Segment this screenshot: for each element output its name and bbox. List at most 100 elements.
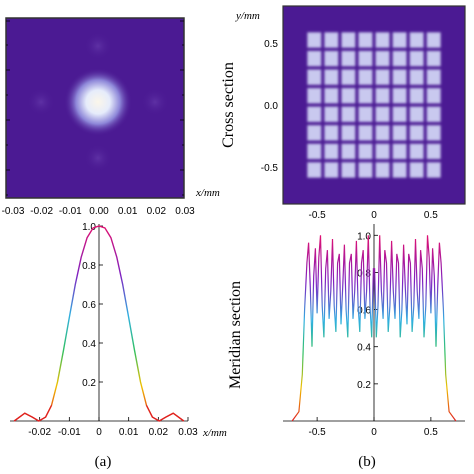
heatmap-b-cell — [358, 162, 373, 178]
heatmap-b-cell — [392, 106, 407, 122]
y-tick-label: 1.0 — [82, 222, 96, 233]
line-b-axes: -0.5 0 0.51.00.80.60.40.2 — [283, 224, 465, 438]
heatmap-b-cell — [409, 143, 424, 160]
heatmap-a-xtick: -0.02 — [30, 206, 53, 217]
heatmap-b-cell — [307, 162, 322, 178]
caption-b: (b) — [358, 454, 376, 470]
heatmap-a-xtick: 0.01 — [118, 206, 138, 217]
x-tick-label: -0.01 — [58, 427, 81, 438]
x-tick-label: -0.5 — [309, 427, 327, 438]
heatmap-b-cell — [341, 88, 356, 104]
heatmap-b-cell — [324, 125, 339, 141]
heatmap-b-cell — [358, 125, 373, 141]
heatmap-b-cell — [375, 162, 390, 178]
heatmap-b-cell — [341, 69, 356, 85]
panel-a-meridian: -0.02 -0.01 0 0.01 0.02 0.03 1.0 0.8 0.6 0.4 0.2 x… — [10, 222, 227, 439]
heatmap-b-cell — [341, 32, 356, 48]
y-tick-label: 0.4 — [82, 339, 96, 350]
panel-b-meridian: -0.5 0 0.51.00.80.60.40.2 Meridian section — [227, 224, 465, 438]
heatmap-b-cell — [324, 88, 339, 104]
panel-a-cross: x/mm -0.03 -0.02 -0.01 0.00 0.01 0.02 0.03 — [2, 17, 220, 217]
heatmap-b-cell — [324, 69, 339, 85]
heatmap-b-ytick: 0.5 — [264, 39, 278, 50]
heatmap-b-cell — [392, 69, 407, 85]
x-tick-label: 0.02 — [149, 427, 169, 438]
heatmap-b-cell — [409, 106, 424, 122]
heatmap-b-cell — [426, 50, 441, 67]
heatmap-b-cell — [341, 106, 356, 122]
y-tick-label: 0.2 — [357, 380, 371, 391]
heatmap-b-cell — [426, 162, 441, 178]
heatmap-a-xtick: 0.02 — [147, 206, 167, 217]
panel-b-cross: y/mm -0.5 0 0.5 0.5 0.0 -0.5 Cross section — [220, 5, 466, 221]
heatmap-b-cell — [358, 50, 373, 67]
heatmap-b-cell — [307, 50, 322, 67]
heatmap-a-side-left — [27, 88, 55, 116]
heatmap-b-xtick: -0.5 — [309, 210, 327, 221]
heatmap-a-side-bottom — [84, 144, 112, 172]
heatmap-b-cell — [426, 88, 441, 104]
heatmap-b-ytick: 0.0 — [264, 101, 278, 112]
heatmap-b-cell — [324, 50, 339, 67]
heatmap-a-side-top — [84, 32, 112, 60]
heatmap-b-cell — [358, 32, 373, 48]
heatmap-b-cell — [426, 143, 441, 160]
heatmap-b-cell — [409, 32, 424, 48]
heatmap-b-cell — [375, 69, 390, 85]
heatmap-b-cell — [409, 125, 424, 141]
y-tick-label: 0.8 — [82, 261, 96, 272]
x-tick-label: 0.5 — [424, 427, 438, 438]
heatmap-b-cell — [426, 125, 441, 141]
heatmap-a-ticks — [6, 20, 184, 196]
heatmap-a-xtick: 0.00 — [89, 206, 109, 217]
heatmap-b-cell — [392, 162, 407, 178]
y-tick-label: 0.2 — [82, 378, 96, 389]
heatmap-a-tick-labels: -0.03 -0.02 -0.01 0.00 0.01 0.02 0.03 — [2, 206, 196, 217]
line-b-curve — [291, 235, 457, 422]
heatmap-b-cell — [426, 69, 441, 85]
y-tick-label: 0.4 — [357, 343, 371, 354]
side-label-meridian-section: Meridian section — [227, 281, 244, 389]
x-tick-label: 0 — [371, 427, 377, 438]
heatmap-b-cell — [358, 143, 373, 160]
x-tick-label: 0 — [96, 427, 102, 438]
heatmap-a-xtick: -0.03 — [2, 206, 25, 217]
heatmap-b-cell — [375, 88, 390, 104]
heatmap-a-side-right — [141, 88, 169, 116]
heatmap-b-cell — [392, 32, 407, 48]
heatmap-b-cell — [324, 32, 339, 48]
line-a-axes: -0.02 -0.01 0 0.01 0.02 0.03 1.0 0.8 0.6 0.4 0.2 — [10, 222, 198, 438]
line-a-tail-right — [145, 405, 185, 422]
line-a-xlabel: x/mm — [202, 427, 227, 439]
heatmap-a-spot — [64, 68, 132, 136]
heatmap-b-cell — [324, 162, 339, 178]
heatmap-b-cell — [358, 106, 373, 122]
heatmap-b-cell — [392, 50, 407, 67]
heatmap-b-cell — [426, 32, 441, 48]
heatmap-b-cell — [324, 106, 339, 122]
heatmap-b-xtick: 0.5 — [424, 210, 438, 221]
heatmap-b-cell — [409, 88, 424, 104]
heatmap-b-cell — [341, 162, 356, 178]
heatmap-b-cell — [409, 50, 424, 67]
heatmap-b-cell — [409, 162, 424, 178]
heatmap-b-cell — [358, 88, 373, 104]
heatmap-b-cell — [341, 125, 356, 141]
heatmap-b-cell — [307, 88, 322, 104]
caption-a: (a) — [95, 454, 112, 470]
x-tick-label: -0.02 — [28, 427, 51, 438]
heatmap-b-cell — [307, 69, 322, 85]
heatmap-b-cell — [375, 106, 390, 122]
heatmap-b-xtick: 0 — [371, 210, 377, 221]
heatmap-b-cell — [375, 32, 390, 48]
heatmap-b-cells — [307, 32, 441, 178]
y-tick-label: 0.6 — [82, 300, 96, 311]
heatmap-b-cell — [375, 143, 390, 160]
x-tick-label: 0.01 — [119, 427, 139, 438]
heatmap-b-ytick: -0.5 — [261, 163, 279, 174]
line-a-tail-left — [13, 405, 53, 422]
side-label-cross-section: Cross section — [220, 62, 237, 148]
heatmap-b-cell — [341, 50, 356, 67]
heatmap-b-cell — [392, 143, 407, 160]
